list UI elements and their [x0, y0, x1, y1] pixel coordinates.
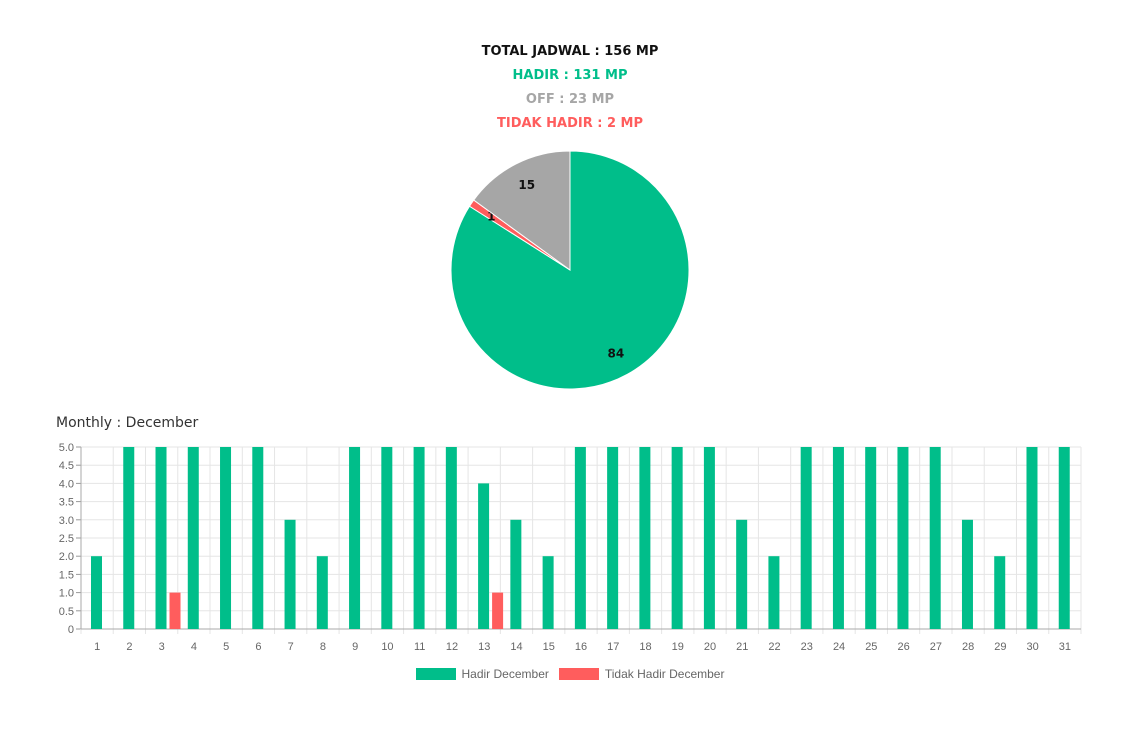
monthly-title: Monthly : December [56, 415, 199, 431]
bar-hadir[interactable] [736, 519, 748, 629]
chart-legend: Hadir December Tidak Hadir December [0, 667, 1140, 681]
legend-item-tidak-hadir[interactable]: Tidak Hadir December [558, 667, 725, 681]
bar-hadir[interactable] [413, 447, 425, 629]
x-tick-label: 26 [897, 641, 909, 653]
summary-off: OFF : 23 MP [525, 92, 615, 107]
bar-hadir[interactable] [639, 447, 651, 629]
bar-hadir[interactable] [510, 519, 522, 629]
bar-hadir[interactable] [607, 447, 619, 629]
bar-hadir[interactable] [381, 447, 393, 629]
bar-hadir[interactable] [220, 447, 232, 629]
monthly-bar-chart: 00.51.01.52.02.53.03.54.04.55.01 2 3 4 5 6 7 8 9… [59, 442, 1082, 653]
bar-hadir[interactable] [284, 519, 296, 629]
y-tick-label: 4.0 [59, 478, 74, 490]
y-tick-label: 0.5 [59, 606, 74, 618]
bar-hadir[interactable] [478, 483, 490, 629]
summary-tidak-hadir: TIDAK HADIR : 2 MP [496, 116, 644, 131]
bar-hadir[interactable] [155, 447, 167, 629]
x-tick-label: 20 [704, 641, 716, 653]
x-tick-label: 24 [833, 641, 845, 653]
bar-tidak-hadir[interactable] [492, 592, 504, 629]
x-tick-label: 2 [126, 641, 132, 653]
x-tick-label: 28 [962, 641, 974, 653]
x-tick-label: 15 [543, 641, 555, 653]
bar-hadir[interactable] [671, 447, 683, 629]
bar-hadir[interactable] [123, 447, 135, 629]
y-tick-label: 3.5 [59, 497, 74, 509]
pie-chart: 84 1 15 [450, 150, 690, 390]
y-tick-label: 1.5 [59, 569, 74, 581]
y-tick-label: 4.5 [59, 460, 74, 472]
x-tick-label: 5 [223, 641, 229, 653]
y-tick-label: 5.0 [59, 442, 74, 454]
y-tick-label: 1.0 [59, 588, 74, 600]
x-tick-label: 17 [607, 641, 619, 653]
legend-swatch-hadir [415, 668, 456, 680]
pie-label-1: 1 [487, 209, 495, 223]
legend-label-hadir: Hadir December [461, 667, 549, 681]
x-tick-label: 8 [320, 641, 326, 653]
summary-hadir: HADIR : 131 MP [512, 68, 628, 83]
x-tick-label: 1 [94, 641, 100, 653]
x-tick-label: 31 [1059, 641, 1071, 653]
pie-label-2: 15 [518, 178, 535, 192]
x-tick-label: 19 [672, 641, 684, 653]
legend-item-hadir[interactable]: Hadir December [415, 667, 549, 681]
bar-hadir[interactable] [91, 556, 102, 629]
x-tick-label: 27 [930, 641, 942, 653]
bar-hadir[interactable] [1026, 447, 1038, 629]
bar-hadir[interactable] [961, 519, 973, 629]
bar-hadir[interactable] [929, 447, 941, 629]
y-tick-label: 0 [68, 624, 74, 636]
bar-hadir[interactable] [865, 447, 877, 629]
bar-hadir[interactable] [994, 556, 1006, 629]
legend-swatch-tidak-hadir [558, 668, 599, 680]
x-tick-label: 30 [1026, 641, 1038, 653]
y-tick-label: 2.5 [59, 533, 74, 545]
x-tick-label: 29 [994, 641, 1006, 653]
bar-hadir[interactable] [316, 556, 328, 629]
bar-hadir[interactable] [445, 447, 457, 629]
bar-hadir[interactable] [187, 447, 199, 629]
pie-slice-2[interactable] [473, 150, 571, 271]
x-tick-label: 11 [414, 641, 425, 653]
x-tick-label: 9 [352, 641, 358, 653]
x-tick-label: 22 [768, 641, 780, 653]
bar-hadir[interactable] [542, 556, 554, 629]
y-tick-label: 2.0 [59, 551, 74, 563]
legend-label-tidak-hadir: Tidak Hadir December [604, 667, 725, 681]
x-tick-label: 23 [801, 641, 813, 653]
x-tick-label: 18 [639, 641, 651, 653]
x-tick-label: 13 [478, 641, 490, 653]
pie-label-0: 84 [608, 346, 625, 360]
x-tick-label: 21 [736, 641, 748, 653]
bar-hadir[interactable] [832, 447, 844, 629]
x-tick-label: 7 [288, 641, 294, 653]
x-tick-label: 10 [381, 641, 393, 653]
x-tick-label: 3 [159, 641, 165, 653]
x-tick-label: 4 [191, 641, 197, 653]
bar-hadir[interactable] [1058, 447, 1070, 629]
bar-hadir[interactable] [252, 447, 264, 629]
bar-hadir[interactable] [897, 447, 909, 629]
y-tick-label: 3.0 [59, 515, 74, 527]
bar-tidak-hadir[interactable] [169, 592, 181, 629]
x-tick-label: 12 [446, 641, 458, 653]
bar-hadir[interactable] [768, 556, 780, 629]
x-tick-label: 16 [575, 641, 587, 653]
summary-total: TOTAL JADWAL : 156 MP [481, 44, 659, 59]
bar-hadir[interactable] [800, 447, 812, 629]
x-tick-label: 14 [510, 641, 522, 653]
bar-hadir[interactable] [703, 447, 715, 629]
bar-hadir[interactable] [349, 447, 361, 629]
bar-hadir[interactable] [574, 447, 586, 629]
x-tick-label: 6 [255, 641, 261, 653]
x-tick-label: 25 [865, 641, 877, 653]
